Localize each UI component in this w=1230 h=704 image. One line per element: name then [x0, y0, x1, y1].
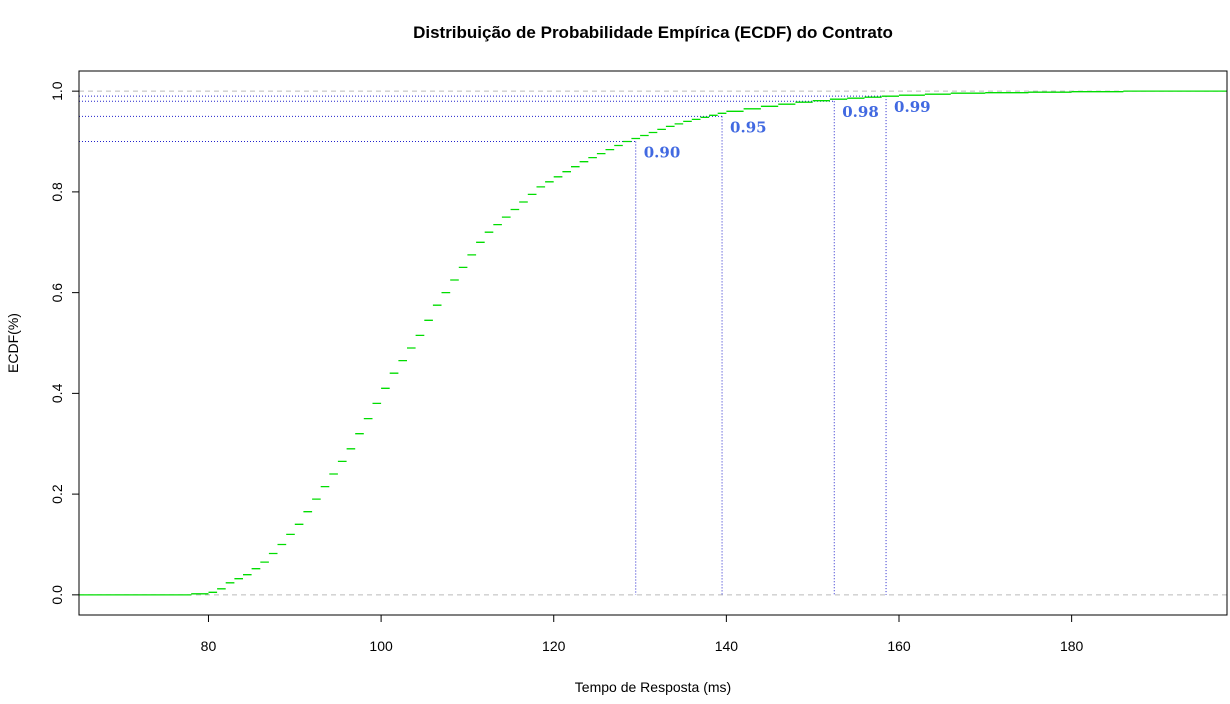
quantile-label: 0.98 — [842, 103, 879, 121]
ecdf-series-line — [79, 90, 1227, 596]
x-tick-label: 80 — [201, 638, 217, 654]
plot-area: 0.90 0.95 0.98 0.99 — [79, 90, 1227, 596]
x-tick-label: 140 — [715, 638, 739, 654]
x-tick-label: 120 — [542, 638, 566, 654]
y-tick-label: 0.2 — [49, 484, 65, 504]
quantile-label: 0.90 — [644, 144, 681, 162]
x-axis: 80 100 120 140 160 180 — [201, 614, 1084, 654]
x-tick-label: 160 — [887, 638, 911, 654]
x-tick-label: 180 — [1060, 638, 1084, 654]
chart-title: Distribuição de Probabilidade Empírica (… — [413, 23, 893, 42]
quantile-label: 0.95 — [730, 118, 767, 136]
y-tick-label: 0.8 — [49, 182, 65, 202]
y-tick-label: 0.0 — [49, 585, 65, 605]
y-axis: 0.0 0.2 0.4 0.6 0.8 1.0 — [49, 81, 80, 605]
y-tick-label: 0.4 — [49, 383, 65, 403]
y-axis-label: ECDF(%) — [5, 313, 21, 373]
y-tick-label: 0.6 — [49, 283, 65, 303]
x-axis-label: Tempo de Resposta (ms) — [575, 679, 731, 695]
quantile-label: 0.99 — [894, 98, 931, 116]
x-tick-label: 100 — [369, 638, 393, 654]
y-tick-label: 1.0 — [49, 81, 65, 101]
